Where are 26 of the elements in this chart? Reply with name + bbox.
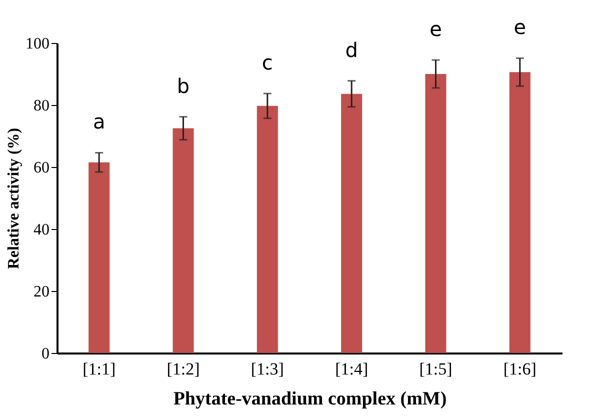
bar [341,94,362,353]
annotation: c [262,50,273,75]
y-axis-title: Relative activity (%) [6,128,22,270]
x-tick-label: [1:1] [82,360,116,378]
x-tick-label: [1:3] [250,360,284,378]
x-tick-label: [1:4] [335,360,368,378]
x-tick-label: [1:2] [166,360,200,378]
bar [88,162,110,353]
x-axis-title: Phytate-vanadium complex (mM) [173,388,447,410]
x-tick-label: [1:6] [503,360,536,378]
y-tick-label: 80 [34,98,50,114]
annotation: b [176,74,190,98]
y-tick-label: 40 [34,222,50,238]
annotation: a [92,110,106,134]
bar [425,74,446,353]
y-tick-label: 20 [34,284,50,300]
y-tick-label: 0 [42,346,50,362]
y-tick-label: 100 [26,36,50,52]
bar [172,128,194,353]
annotation: e [430,17,442,42]
bar [256,106,278,353]
annotation: e [514,15,526,40]
bar [509,72,530,353]
annotation: d [345,38,358,62]
x-tick-label: [1:5] [419,360,452,378]
y-tick-label: 60 [34,160,50,176]
